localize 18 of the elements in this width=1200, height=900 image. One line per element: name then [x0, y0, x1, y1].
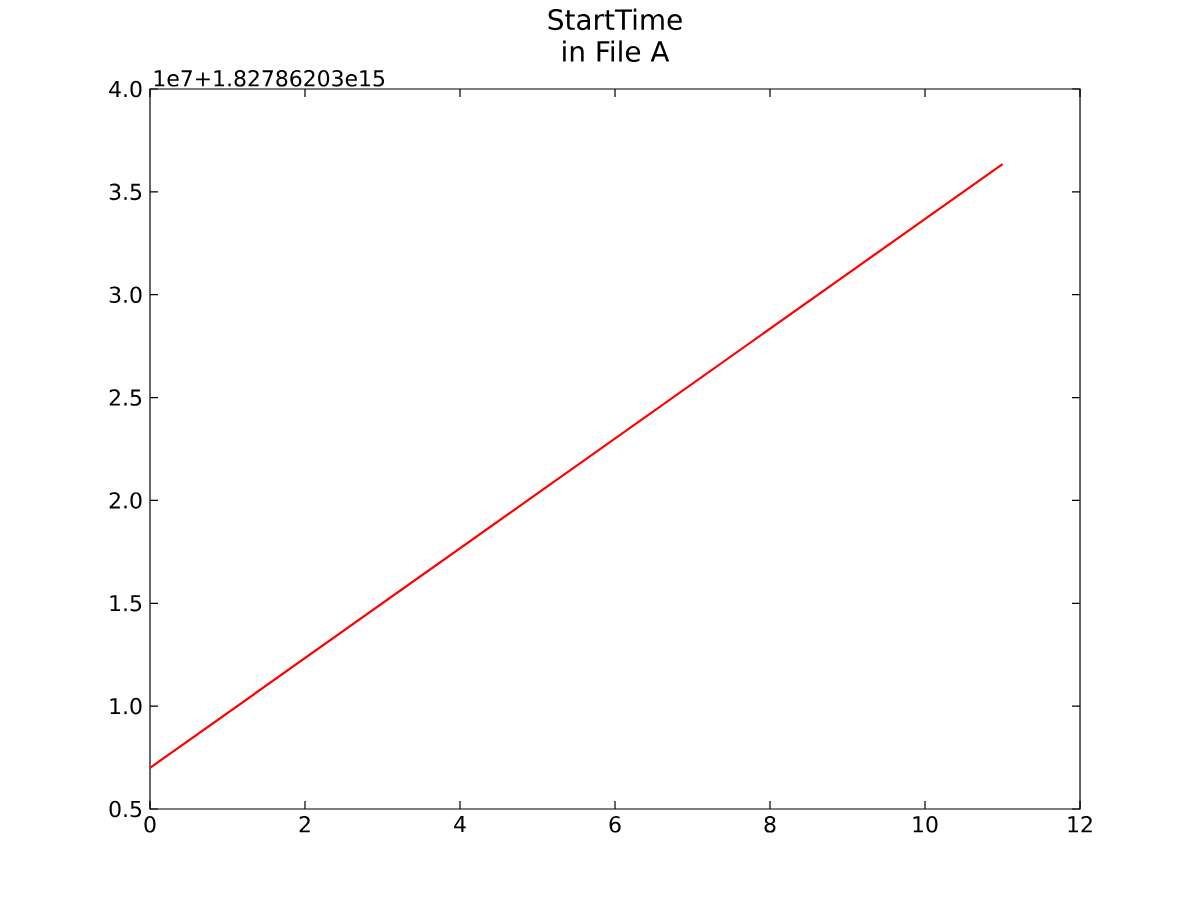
- y-tick-label: 2.5: [109, 389, 142, 406]
- text: 1e7+1.82786203e15: [154, 70, 384, 87]
- chart-subtitle: in File A: [563, 40, 670, 63]
- x-tick-label: 8: [764, 816, 776, 833]
- chart-title: StartTime: [548, 8, 682, 31]
- y-tick-label: 1.5: [110, 595, 142, 612]
- x-tick-label: 12: [1068, 816, 1092, 833]
- x-tick-label: 0: [144, 816, 156, 833]
- y-tick-label: 1.0: [110, 697, 142, 715]
- x-tick-label: 2: [299, 816, 310, 833]
- y-tick-label: 4.0: [109, 80, 142, 98]
- x-tick-label: 10: [913, 816, 938, 833]
- y-tick-label: 3.0: [109, 286, 142, 303]
- y-tick-label: 2.0: [109, 492, 142, 509]
- y-tick-label: 3.5: [109, 183, 142, 201]
- x-tick-label: 6: [609, 816, 621, 833]
- y-tick-label: 0.5: [109, 800, 142, 818]
- x-tick-label: 4: [454, 816, 466, 833]
